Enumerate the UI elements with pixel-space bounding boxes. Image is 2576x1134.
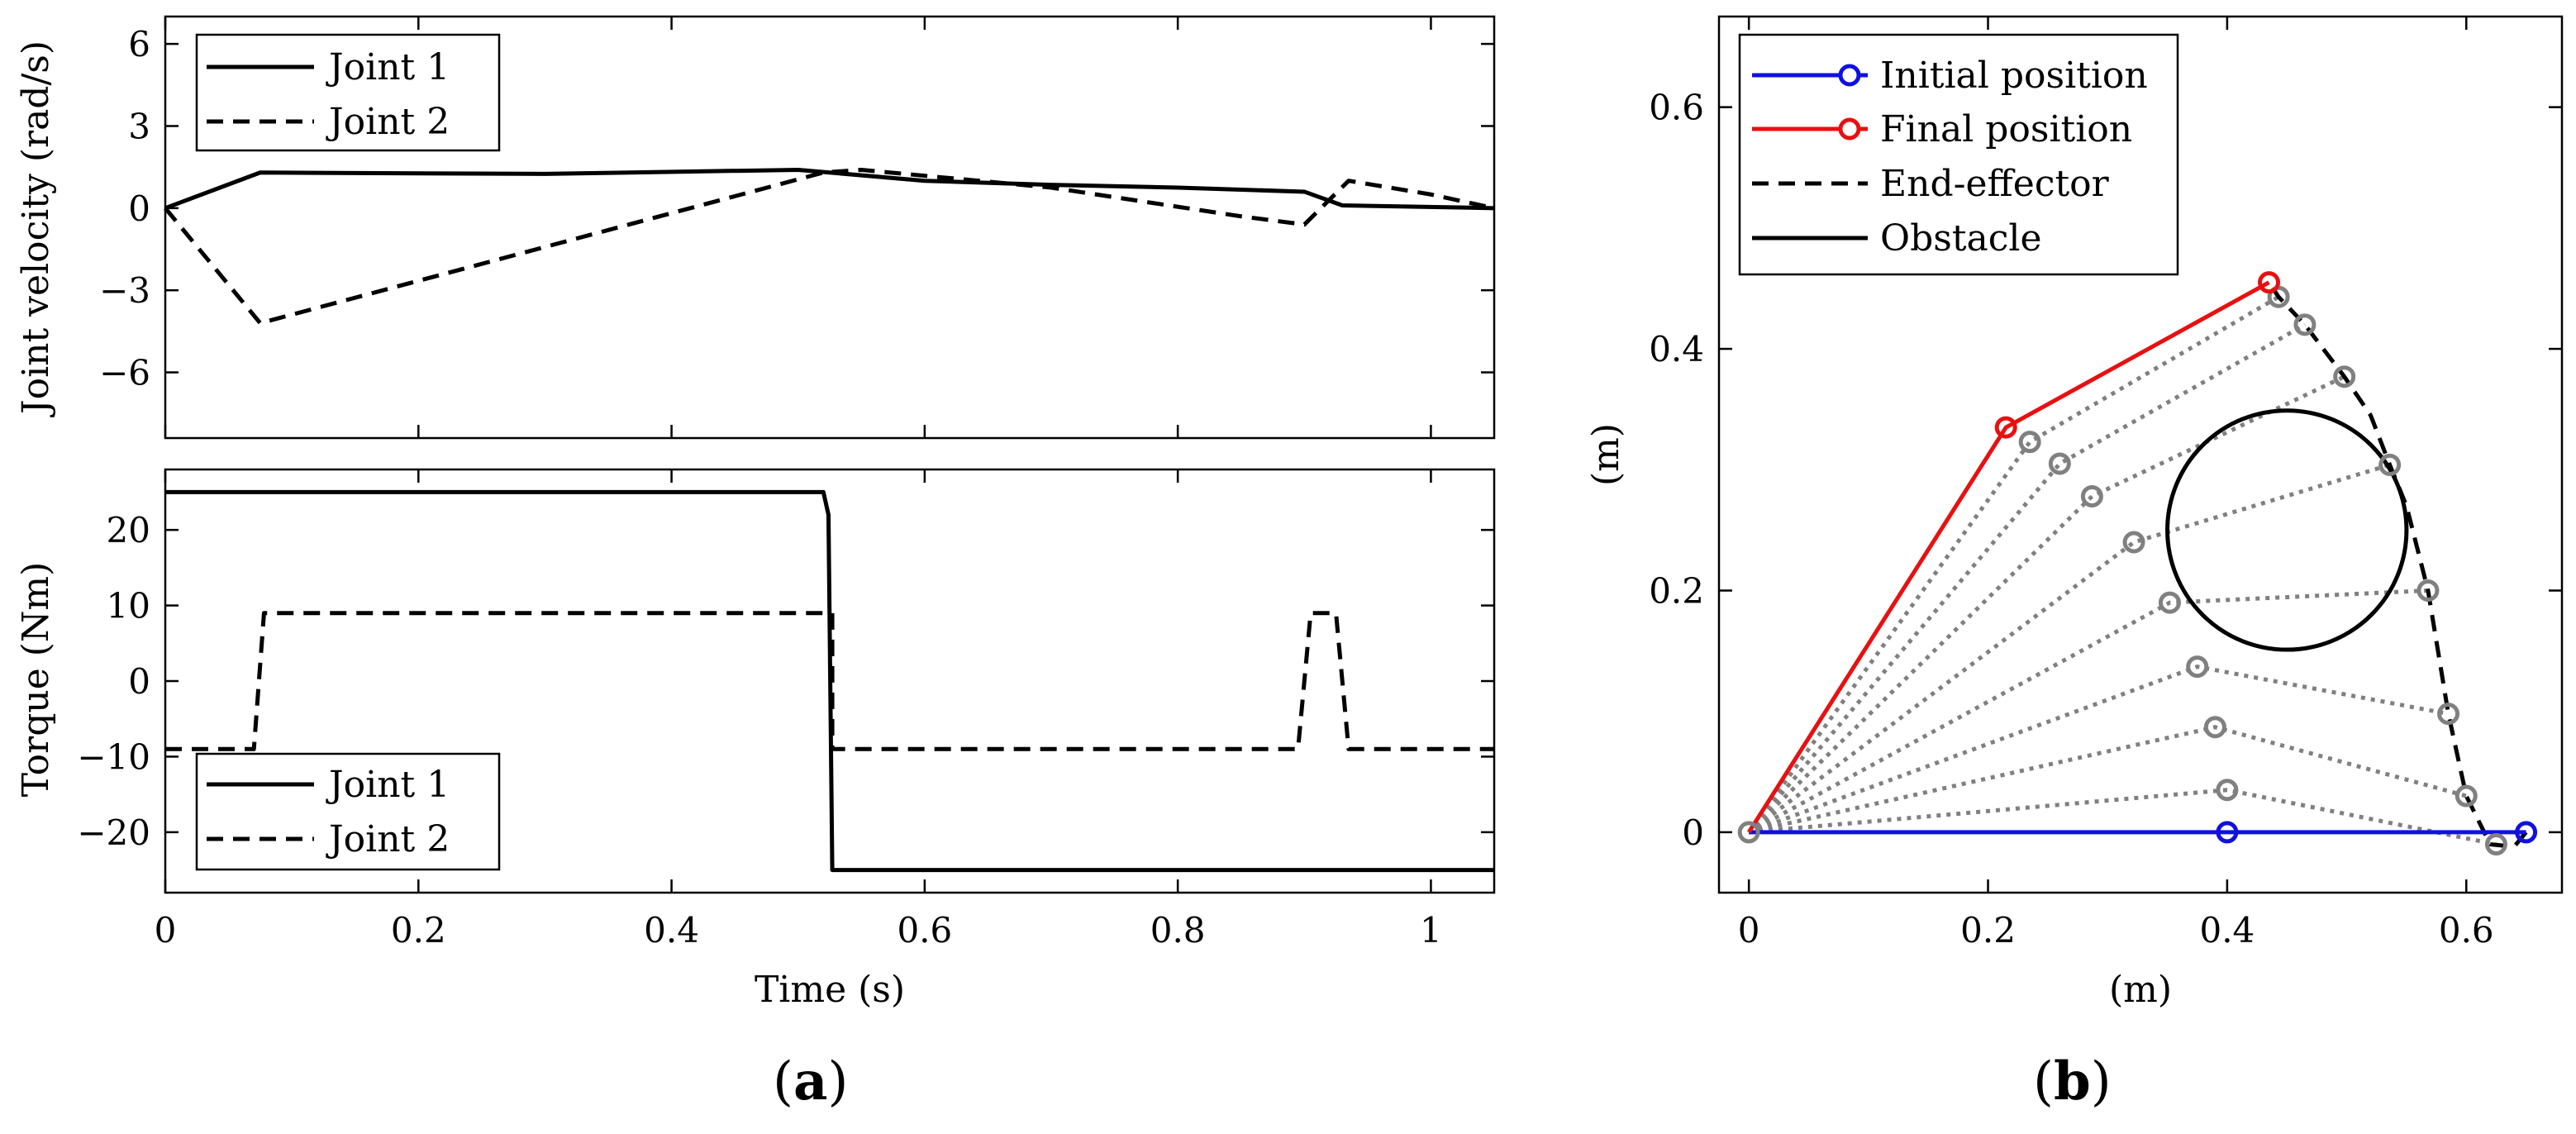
intermediate-elbow-marker xyxy=(2080,484,2103,507)
intermediate-arm-6 xyxy=(1747,374,2345,834)
torque-xtick-label: 0.8 xyxy=(1150,910,1206,951)
torque-xtick-label: 0.2 xyxy=(391,910,446,951)
intermediate-arm-5 xyxy=(1747,463,2391,834)
workspace-ylabel: (m) xyxy=(1585,423,1627,486)
initial-elbow-marker xyxy=(2216,821,2239,844)
legend-final-label: Final position xyxy=(1880,108,2132,150)
caption-b-letter: b xyxy=(2054,1051,2091,1113)
torque-ytick-label: 20 xyxy=(107,510,150,550)
workspace-plot-frame xyxy=(1717,15,2564,894)
workspace-ytick-label: 0.6 xyxy=(1649,88,1704,128)
caption-a: (a) xyxy=(773,1051,848,1113)
torque-xtick-label: 1 xyxy=(1420,910,1442,951)
caption-a-letter: a xyxy=(793,1051,827,1113)
end-effector-path xyxy=(2267,281,2528,850)
workspace-xtick-label: 0.2 xyxy=(1960,910,2016,951)
final-arm-line xyxy=(1747,280,2270,834)
intermediate-tip-marker xyxy=(2293,313,2316,336)
torque-ytick-label: −20 xyxy=(77,812,150,853)
workspace-ticks: 0 0.2 0.4 0.6 0 0.2 0.4 0.6 xyxy=(1649,17,2562,951)
torque-series-joint1-line xyxy=(165,489,1494,873)
intermediate-elbow-marker xyxy=(2122,531,2145,554)
torque-ylabel: Torque (Nm) xyxy=(15,562,57,798)
torque-chart: 0 0.2 0.4 0.6 0.8 1 20 10 0 −10 −20 Torque (Nm) Ti… xyxy=(15,468,1496,1011)
final-tip-marker xyxy=(2258,271,2281,294)
legend-initial-marker xyxy=(1838,64,1861,87)
final-elbow-marker xyxy=(1994,416,2017,439)
velocity-series xyxy=(164,167,1495,326)
intermediate-elbow-marker xyxy=(2048,452,2071,475)
torque-legend-joint1-label: Joint 1 xyxy=(326,764,450,806)
intermediate-elbow-marker xyxy=(2018,431,2041,454)
velocity-ytick-label: 0 xyxy=(128,188,150,229)
velocity-ytick-label: 3 xyxy=(128,106,150,146)
torque-xtick-label: 0.4 xyxy=(644,910,699,951)
torque-ticks: 0 0.2 0.4 0.6 0.8 1 20 10 0 −10 −20 xyxy=(77,469,1494,951)
velocity-legend-joint2-label: Joint 2 xyxy=(326,101,450,143)
legend-initial-label: Initial position xyxy=(1880,55,2148,97)
intermediate-arm-4 xyxy=(1747,588,2429,835)
torque-series-joint2-line xyxy=(165,611,1494,751)
velocity-ytick-label: 6 xyxy=(128,24,150,64)
torque-series xyxy=(165,489,1494,873)
velocity-plot-frame xyxy=(164,15,1496,440)
workspace-chart: 0 0.2 0.4 0.6 0 0.2 0.4 0.6 (m) (m) Initial pos… xyxy=(1585,15,2564,1011)
intermediate-tip-marker xyxy=(2378,453,2402,476)
obstacle-circle xyxy=(2165,408,2409,652)
intermediate-elbow-marker xyxy=(2186,655,2209,679)
legend-final-marker xyxy=(1838,117,1861,141)
intermediate-arm-1 xyxy=(1748,788,2497,846)
workspace-xtick-label: 0.6 xyxy=(2439,910,2494,951)
velocity-ytick-label: −6 xyxy=(99,353,150,393)
intermediate-tip-marker xyxy=(2484,833,2507,856)
caption-b: (b) xyxy=(2033,1051,2112,1113)
intermediate-tip-marker xyxy=(2333,365,2356,388)
workspace-legend: Initial position Final position End-effe… xyxy=(1738,33,2179,276)
velocity-ylabel: Joint velocity (rad/s) xyxy=(15,40,57,417)
intermediate-arm-3 xyxy=(1748,665,2450,835)
intermediate-arm-2 xyxy=(1748,725,2467,835)
velocity-series-joint1-line xyxy=(164,167,1495,211)
workspace-xtick-label: 0 xyxy=(1738,910,1760,951)
torque-ytick-label: 0 xyxy=(128,661,150,702)
torque-xlabel: Time (s) xyxy=(755,969,905,1011)
velocity-ytick-label: −3 xyxy=(99,270,150,311)
velocity-legend-joint1-label: Joint 1 xyxy=(326,46,450,88)
torque-legend: Joint 1 Joint 2 xyxy=(195,752,501,871)
intermediate-arm-8 xyxy=(1747,295,2280,834)
intermediate-elbow-marker xyxy=(2158,591,2181,614)
torque-ytick-label: 10 xyxy=(107,586,150,627)
workspace-xlabel: (m) xyxy=(2109,969,2172,1011)
workspace-content xyxy=(1737,271,2538,856)
intermediate-tip-marker xyxy=(2416,579,2440,602)
workspace-xtick-label: 0.4 xyxy=(2199,910,2255,951)
base-joint-marker xyxy=(1737,821,1760,844)
torque-ytick-label: −10 xyxy=(77,736,150,777)
legend-end-effector-label: End-effector xyxy=(1880,163,2110,205)
legend-obstacle-label: Obstacle xyxy=(1880,217,2042,260)
initial-tip-marker xyxy=(2515,821,2538,844)
torque-xtick-label: 0.6 xyxy=(897,910,952,951)
velocity-legend: Joint 1 Joint 2 xyxy=(195,33,501,152)
intermediate-tip-marker xyxy=(2437,703,2460,726)
intermediate-elbow-marker xyxy=(2216,779,2239,802)
torque-xtick-label: 0 xyxy=(155,910,177,951)
intermediate-elbow-marker xyxy=(2203,716,2226,739)
workspace-ytick-label: 0 xyxy=(1682,812,1704,853)
velocity-ticks: 6 3 0 −3 −6 xyxy=(99,17,1494,438)
torque-legend-joint2-label: Joint 2 xyxy=(326,818,450,860)
workspace-ytick-label: 0.2 xyxy=(1649,570,1704,611)
velocity-legend-box xyxy=(195,33,501,152)
intermediate-arm-7 xyxy=(1747,322,2307,834)
torque-legend-box xyxy=(195,752,501,871)
intermediate-tip-marker xyxy=(2455,784,2478,808)
workspace-ytick-label: 0.4 xyxy=(1649,329,1704,369)
velocity-chart: 6 3 0 −3 −6 Joint velocity (rad/s) Joint 1 J… xyxy=(15,15,1496,440)
